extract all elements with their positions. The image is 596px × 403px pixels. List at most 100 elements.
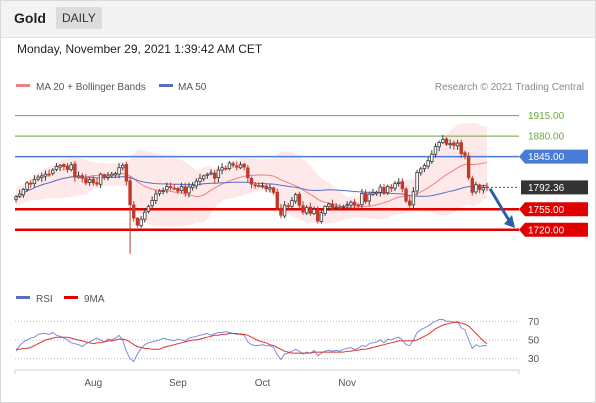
candle-down [271,187,276,193]
candle-down [135,217,140,226]
candle-down [463,152,467,156]
candle-down [80,175,84,179]
level-tag-label-1755-00: 1755.00 [528,205,565,216]
candle-down [91,178,95,184]
candle-up [341,205,346,208]
candle-down [213,172,217,179]
ma20-legend-label: MA 20 + Bollinger Bands [36,82,146,93]
candle-up [154,193,158,201]
candle-up [25,182,29,190]
candle-up [378,186,382,193]
candle-up [17,193,22,197]
x-tick-label-oct: Oct [255,378,271,389]
candle-down [408,200,412,206]
candle-up [393,183,397,189]
copyright-text: Research © 2021 Trading Central [435,82,584,93]
rsi-ma-legend-label: 9MA [84,294,105,305]
rsi-level-label-30: 30 [528,354,540,365]
candle-up [179,186,184,192]
candle-down [363,192,368,203]
candle-up [205,173,210,176]
toolbar: Gold DAILY [1,1,595,38]
rsi-line [15,319,487,363]
candle-down [356,204,360,207]
candle-up [157,190,162,194]
x-tick-label-sep: Sep [169,378,187,389]
timeframe-badge[interactable]: DAILY [56,7,102,29]
candle-up [216,169,221,178]
candle-up [109,173,114,177]
candle-up [312,208,316,214]
candle-down [176,188,180,192]
candle-up [282,204,287,217]
candle-down [352,201,357,206]
level-tag-label-1915-00: 1915.00 [528,111,565,122]
candle-up [327,203,331,207]
candle-down [65,165,70,170]
candle-down [477,184,482,190]
candle-up [349,201,353,206]
candle-up [150,200,154,207]
candle-up [21,188,26,196]
candle-down [382,187,386,194]
candle-up [345,204,349,207]
candle-down [47,173,51,176]
candle-up [76,175,81,178]
level-tag-1845-00 [519,149,588,164]
candle-up [367,193,371,202]
candle-up [293,194,298,202]
candle-down [275,191,279,208]
candle-down [400,181,405,190]
candle-down [330,203,335,208]
candle-up [411,191,416,206]
forecast-arrow-shaft [488,188,512,223]
rsi-legend-swatch [16,296,30,299]
candle-up [426,160,430,167]
candle-up [87,179,92,183]
candle-up [117,167,121,175]
candle-down [231,163,235,166]
candle-down [264,185,268,190]
candle-up [371,192,375,196]
candle-up [69,164,73,170]
candle-down [316,209,320,222]
candle-down [29,182,33,185]
candle-up [209,172,213,175]
candle-down [224,167,228,170]
x-axis: Aug Sep Oct Nov [14,369,520,389]
candle-up [98,173,103,185]
candle-down [470,178,474,193]
candle-down [257,185,261,188]
rsi-ma-line [16,321,488,354]
candle-up [304,207,309,214]
ma50-legend-swatch [159,84,173,87]
level-tag-label-1845-00: 1845.00 [528,152,565,163]
candle-up [481,187,486,191]
level-tag-1755-00 [519,202,588,217]
candle-down [95,182,99,185]
rsi-level-label-70: 70 [528,317,540,328]
candle-down [297,193,302,206]
candle-up [139,218,143,227]
candle-up [198,177,202,182]
candle-down [279,207,283,216]
candle-down [128,180,132,206]
candle-up [165,186,169,191]
candle-down [84,178,88,184]
ma20-line [15,162,488,209]
candle-up [415,171,419,192]
candle-down [235,165,239,168]
candle-down [62,164,66,167]
candle-up [238,164,243,169]
candle-down [452,142,456,146]
candle-down [124,164,129,182]
ma20-legend-swatch [16,84,30,87]
candle-up [268,187,272,190]
candle-down [172,187,176,190]
rsi-level-label-50: 50 [528,336,540,347]
forecast-arrow-head [504,215,515,229]
symbol-title: Gold [14,10,46,26]
candle-up [14,196,18,200]
candle-up [474,184,478,193]
